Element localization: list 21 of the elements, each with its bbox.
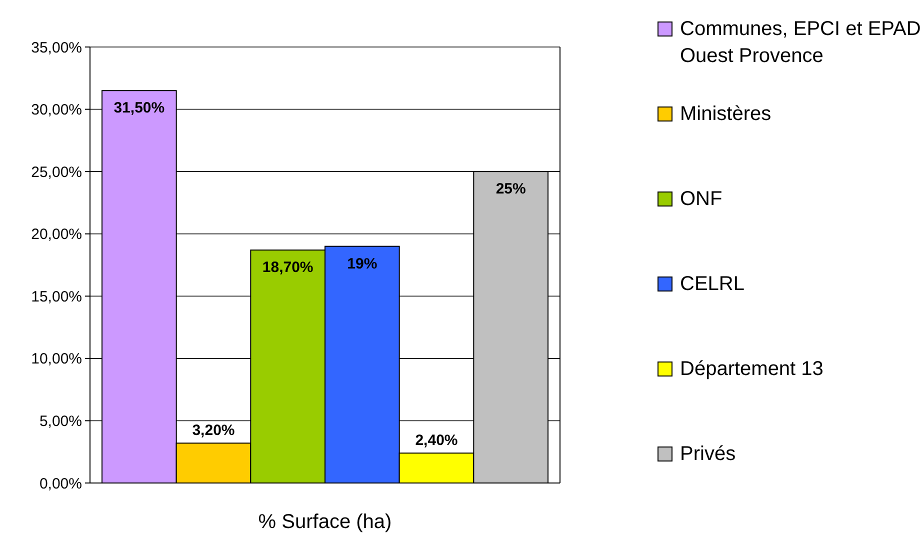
legend-label: Département 13 <box>680 358 824 380</box>
y-tick-label: 5,00% <box>39 412 82 430</box>
data-label: 18,70% <box>262 259 314 276</box>
legend-label: CELRL <box>680 273 744 295</box>
y-tick-label: 0,00% <box>39 475 82 492</box>
legend-label: ONF <box>680 188 722 210</box>
data-label: 25% <box>496 180 526 198</box>
y-tick-label: 30,00% <box>31 102 82 119</box>
data-label: 31,50% <box>114 100 165 117</box>
data-label: 19% <box>347 255 378 272</box>
y-tick-label: 25,00% <box>31 164 82 181</box>
legend-label: Communes, EPCI et EPAD Ouest Provence <box>680 18 921 67</box>
y-tick-label: 10,00% <box>31 350 82 368</box>
x-axis-title: % Surface (ha) <box>258 511 392 533</box>
legend-label: Privés <box>680 443 736 465</box>
y-tick-label: 15,00% <box>31 288 82 306</box>
data-label: 3,20% <box>192 422 235 440</box>
y-tick-label: 35,00% <box>31 39 82 56</box>
data-label: 2,40% <box>415 432 458 450</box>
legend-label: Ministères <box>680 103 772 125</box>
y-tick-label: 20,00% <box>31 226 82 244</box>
